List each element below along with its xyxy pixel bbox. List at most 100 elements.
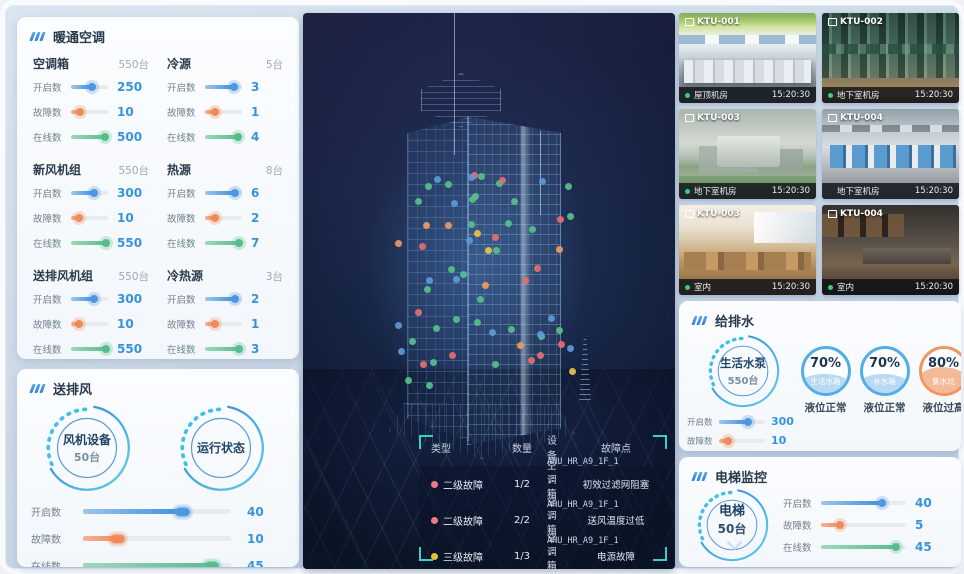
stat-slider-row: 故障数 10 [31, 525, 283, 552]
fan-panel-title: 送排风 [17, 369, 299, 400]
slider-knob[interactable] [210, 107, 219, 116]
slider-fill [83, 507, 190, 516]
slider-value: 10 [117, 104, 134, 119]
slider-track[interactable] [821, 499, 906, 507]
slider-knob[interactable] [101, 132, 110, 141]
slider-track[interactable] [719, 436, 765, 445]
slider-track[interactable] [71, 213, 108, 222]
slider-fill [205, 132, 242, 141]
camera-tile[interactable]: KTU-004 室内 15:20:30 [822, 205, 959, 295]
slider-track[interactable] [205, 294, 242, 303]
slider-knob[interactable] [101, 344, 110, 353]
slider-knob[interactable] [891, 543, 900, 551]
slider-track[interactable] [205, 107, 242, 116]
camera-timestamp: 15:20:30 [771, 282, 810, 292]
slider-value: 1 [251, 316, 260, 331]
slider-knob[interactable] [75, 107, 84, 116]
fault-table-header: 类型 数量 设备 故障点 [419, 436, 667, 462]
slider-value: 40 [247, 504, 264, 519]
slider-track[interactable] [205, 213, 242, 222]
ring-sublabel: 50台 [717, 522, 747, 536]
slider-track[interactable] [71, 107, 108, 116]
slider-track[interactable] [205, 344, 244, 353]
slider-knob[interactable] [233, 132, 242, 141]
slider-knob[interactable] [89, 294, 98, 303]
slider-knob[interactable] [109, 534, 125, 543]
slider-label: 在线数 [33, 132, 62, 144]
slider-track[interactable] [71, 132, 110, 141]
ring-label: 运行状态 [196, 441, 245, 455]
camera-tile[interactable]: KTU-003 室内 15:20:30 [679, 205, 816, 295]
slider-knob[interactable] [230, 188, 239, 197]
fault-table-row[interactable]: 二级故障 1/2 空调箱 AHU_HR_A9_1F_1 初效过滤网阻塞 [419, 461, 667, 510]
camera-location: 室内 [694, 283, 712, 293]
slider-fill [71, 107, 84, 116]
fault-level-cell: 三级故障 [419, 549, 503, 564]
slider-label: 在线数 [167, 238, 196, 250]
slider-fill [205, 319, 219, 328]
online-indicator [685, 284, 690, 290]
fault-table-row[interactable]: 二级故障 2/2 空调箱 AHU_HR_A9_1F_1 送风温度过低 [419, 497, 667, 546]
slider-track[interactable] [719, 417, 765, 426]
fault-point-cell: 电源故障 [596, 552, 635, 563]
slider-track[interactable] [205, 188, 242, 197]
online-indicator [685, 92, 690, 98]
slider-label: 故障数 [33, 319, 62, 331]
slider-knob[interactable] [878, 499, 887, 507]
slider-track[interactable] [821, 521, 906, 529]
slider-label: 开启数 [33, 294, 62, 306]
slider-knob[interactable] [230, 294, 239, 303]
camera-tile[interactable]: KTU-003 地下室机房 15:20:30 [679, 109, 816, 199]
slider-knob[interactable] [88, 82, 97, 91]
stat-slider-row: 故障数 1 [167, 99, 283, 124]
building-3d-view[interactable]: 类型 数量 设备 故障点 AHU_HR_A9_1F_1 二级故障 1/2 [303, 13, 675, 569]
slider-knob[interactable] [101, 238, 110, 247]
slider-track[interactable] [83, 507, 231, 516]
slider-track[interactable] [205, 132, 242, 141]
panel-title-text: 电梯监控 [715, 471, 768, 486]
slider-track[interactable] [205, 238, 244, 247]
slider-fill [205, 238, 244, 247]
slider-knob[interactable] [204, 561, 220, 567]
tank-label: 生活水箱 [810, 377, 841, 386]
slider-track[interactable] [71, 238, 110, 247]
slider-knob[interactable] [724, 436, 733, 445]
slider-track[interactable] [205, 319, 242, 328]
slider-label: 故障数 [31, 535, 61, 546]
slider-knob[interactable] [210, 213, 219, 222]
slider-track[interactable] [71, 188, 108, 197]
fault-table-row[interactable]: 三级故障 1/3 空调箱 AHU_HR_A9_1F_1 电源故障 [419, 533, 667, 569]
slider-knob[interactable] [89, 188, 98, 197]
slider-knob[interactable] [235, 344, 244, 353]
device-cell: 空调箱 AHU_HR_A9_1F_1 [547, 533, 557, 569]
ring-label: 风机设备 [62, 433, 111, 447]
camera-tile[interactable]: KTU-004 地下室机房 15:20:30 [822, 109, 959, 199]
camera-tile[interactable]: KTU-001 屋顶机房 15:20:30 [679, 13, 816, 103]
slider-fill [205, 344, 244, 353]
slider-track[interactable] [205, 82, 242, 91]
slider-track[interactable] [71, 82, 108, 91]
slider-fill [205, 294, 239, 303]
slider-knob[interactable] [743, 417, 752, 426]
slider-knob[interactable] [174, 507, 190, 516]
slider-knob[interactable] [235, 238, 244, 247]
slider-knob[interactable] [75, 213, 84, 222]
slider-knob[interactable] [835, 521, 844, 529]
slider-knob[interactable] [210, 319, 219, 328]
water-ring-column: 生活水泵 550台 开启数 300 [687, 332, 799, 451]
slider-track[interactable] [71, 319, 108, 328]
slider-label: 开启数 [783, 499, 812, 510]
slider-track[interactable] [821, 543, 906, 551]
slider-track[interactable] [71, 344, 110, 353]
camera-tile[interactable]: KTU-002 地下室机房 15:20:30 [822, 13, 959, 103]
group-capacity: 550台 [118, 165, 149, 177]
slider-track[interactable] [83, 534, 231, 543]
level-status: 液位正常 [804, 402, 847, 414]
fault-table-partial-row: AHU_HR_A9_1F_1 [547, 457, 619, 466]
device-group: 新风机组 550台 开启数 300 [33, 158, 149, 255]
slider-knob[interactable] [75, 319, 84, 328]
slider-track[interactable] [83, 561, 231, 567]
slider-knob[interactable] [229, 82, 238, 91]
slider-track[interactable] [71, 294, 108, 303]
